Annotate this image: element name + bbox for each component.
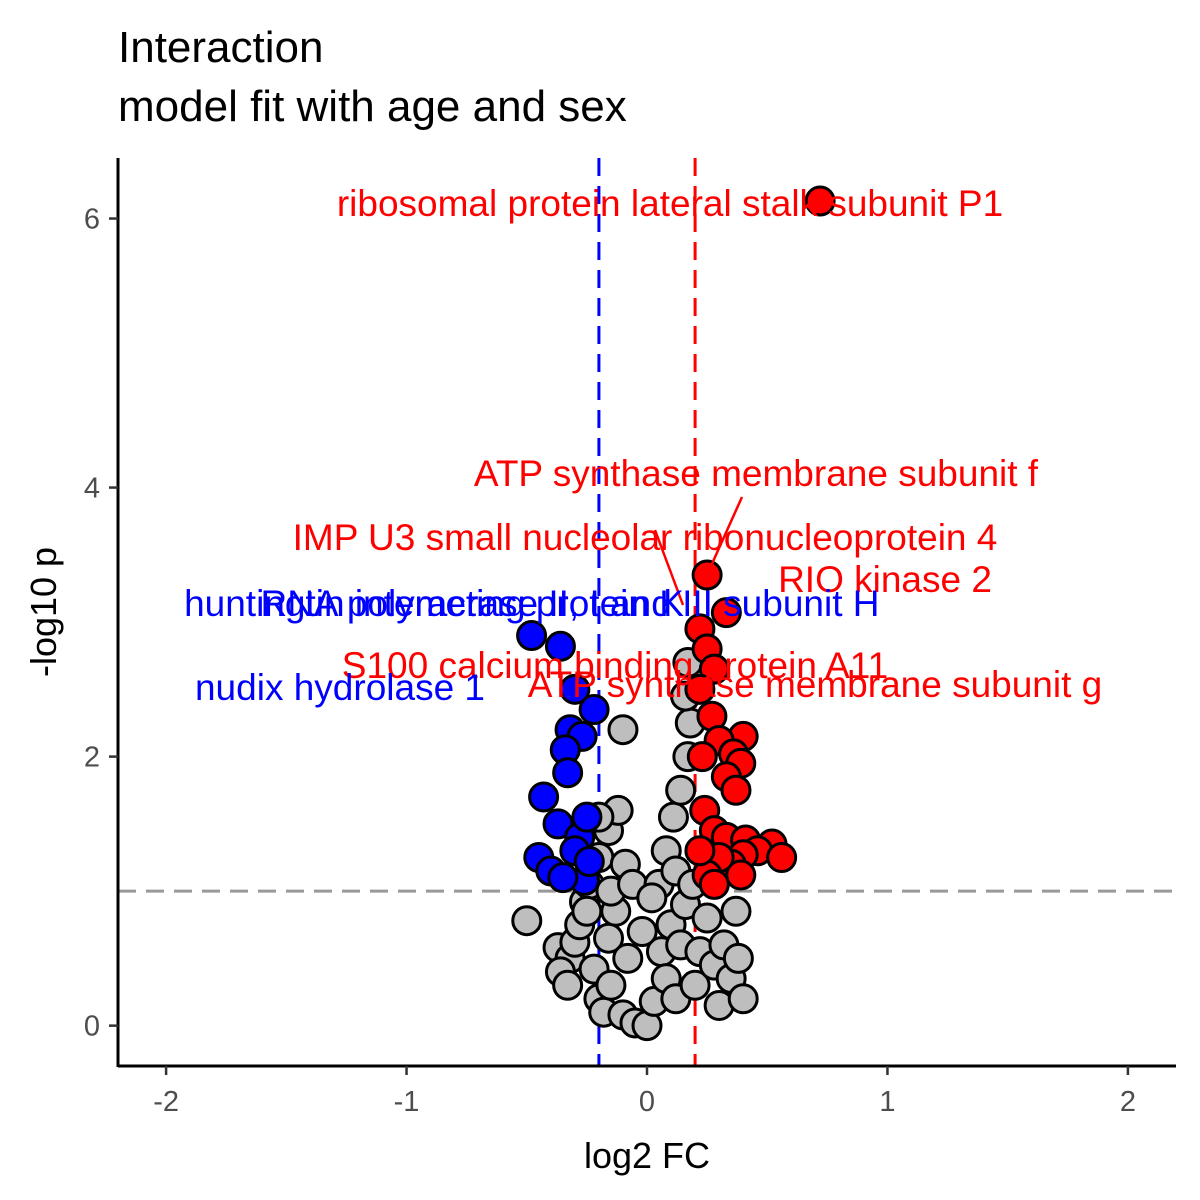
gene-label: ribosomal protein lateral stalk subunit … xyxy=(337,183,1003,224)
up-regulated-point xyxy=(686,741,718,773)
plot-area: ribosomal protein lateral stalk subunit … xyxy=(118,158,1176,1066)
gene-label: RIO kinase 2 xyxy=(778,559,992,600)
down-regulated-point xyxy=(528,781,560,813)
gene-label: huntingtin interacting protein K xyxy=(184,583,684,624)
not-significant-point xyxy=(595,969,627,1001)
x-tick-label: 0 xyxy=(639,1086,655,1118)
not-significant-point xyxy=(691,902,723,934)
up-regulated-point xyxy=(698,868,730,900)
down-regulated-point xyxy=(578,694,610,726)
x-tick-label: -1 xyxy=(394,1086,420,1118)
chart-title: Interaction xyxy=(118,23,323,72)
gene-label: S100 calcium binding protein A11 xyxy=(342,645,888,686)
down-regulated-point xyxy=(544,630,576,662)
data-points xyxy=(511,185,836,1042)
down-regulated-point xyxy=(547,862,579,894)
not-significant-point xyxy=(552,969,584,1001)
x-axis-ticks: -2 -1 0 1 2 xyxy=(153,1066,1136,1118)
not-significant-point xyxy=(720,895,752,927)
up-regulated-point xyxy=(725,859,757,891)
down-regulated-point xyxy=(559,673,591,705)
down-regulated-point xyxy=(516,620,548,652)
x-tick-label: -2 xyxy=(153,1086,179,1118)
up-regulated-point xyxy=(710,597,742,629)
label-connectors xyxy=(653,496,744,606)
axes: -2 -1 0 1 2 0 2 4 6 xyxy=(84,158,1176,1118)
not-significant-point xyxy=(626,915,658,947)
gene-labels: ribosomal protein lateral stalk subunit … xyxy=(184,183,1102,708)
y-tick-label: 6 xyxy=(84,204,100,236)
x-tick-label: 2 xyxy=(1120,1086,1136,1118)
up-regulated-point xyxy=(684,673,716,705)
y-axis-ticks: 0 2 4 6 xyxy=(84,204,118,1043)
not-significant-point xyxy=(722,942,754,974)
gene-label: ATP synthase membrane subunit f xyxy=(474,453,1039,494)
up-regulated-point xyxy=(720,774,752,806)
not-significant-point xyxy=(636,882,668,914)
down-regulated-point xyxy=(573,846,605,878)
not-significant-point xyxy=(571,895,603,927)
up-regulated-point xyxy=(804,185,836,217)
not-significant-point xyxy=(679,969,711,1001)
gene-label: nudix hydrolase 1 xyxy=(195,667,485,708)
chart-subtitle: model fit with age and sex xyxy=(118,82,627,131)
not-significant-point xyxy=(665,774,697,806)
down-regulated-point xyxy=(552,757,584,789)
y-tick-label: 2 xyxy=(84,742,100,774)
y-tick-label: 0 xyxy=(84,1011,100,1043)
y-tick-label: 4 xyxy=(84,473,100,505)
x-axis-title: log2 FC xyxy=(584,1135,710,1176)
gene-label: ATP synthase membrane subunit g xyxy=(528,664,1103,705)
y-axis-title: -log10 p xyxy=(23,547,64,677)
label-connector-line xyxy=(709,496,744,567)
not-significant-point xyxy=(511,905,543,937)
not-significant-point xyxy=(727,983,759,1015)
up-regulated-point xyxy=(691,559,723,591)
up-regulated-point xyxy=(684,835,716,867)
gene-label: RNA polymerase II, I and III subunit H xyxy=(260,583,879,624)
x-tick-label: 1 xyxy=(879,1086,895,1118)
not-significant-point xyxy=(657,801,689,833)
label-connector-line xyxy=(653,529,685,606)
not-significant-point xyxy=(612,942,644,974)
up-regulated-point xyxy=(766,841,798,873)
down-regulated-point xyxy=(571,801,603,833)
gene-label: IMP U3 small nucleolar ribonucleoprotein… xyxy=(293,517,998,558)
not-significant-point xyxy=(607,714,639,746)
